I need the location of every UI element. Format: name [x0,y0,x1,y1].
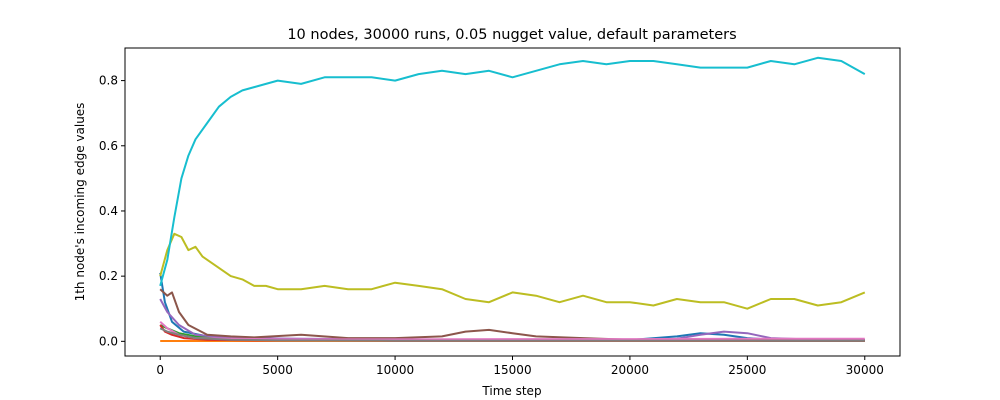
x-tick-label: 5000 [262,363,293,377]
y-tick-label: 0.6 [99,139,118,153]
x-tick-label: 10000 [376,363,414,377]
x-tick-label: 0 [156,363,164,377]
y-tick-label: 0.4 [99,204,118,218]
series-line-6 [159,288,865,342]
series-line-9 [159,232,866,310]
x-tick-label: 15000 [493,363,531,377]
y-tick-label: 0.8 [99,74,118,88]
x-tick-label: 30000 [846,363,884,377]
series-line-10 [159,56,866,287]
x-axis: 0 5000 10000 15000 20000 25000 30000 [156,356,884,377]
x-tick-label: 20000 [611,363,649,377]
series-line-1 [159,272,865,341]
x-axis-label: Time step [481,384,541,398]
x-tick-label: 25000 [728,363,766,377]
y-tick-label: 0.2 [99,269,118,283]
y-axis-label: 1th node's incoming edge values [73,103,87,302]
y-axis: 0.0 0.2 0.4 0.6 0.8 [99,74,125,348]
series-layer [159,56,866,342]
plot-frame [124,47,901,357]
series-line-8 [159,327,865,342]
y-tick-label: 0.0 [99,334,118,348]
chart-title: 10 nodes, 30000 runs, 0.05 nugget value,… [287,27,736,43]
